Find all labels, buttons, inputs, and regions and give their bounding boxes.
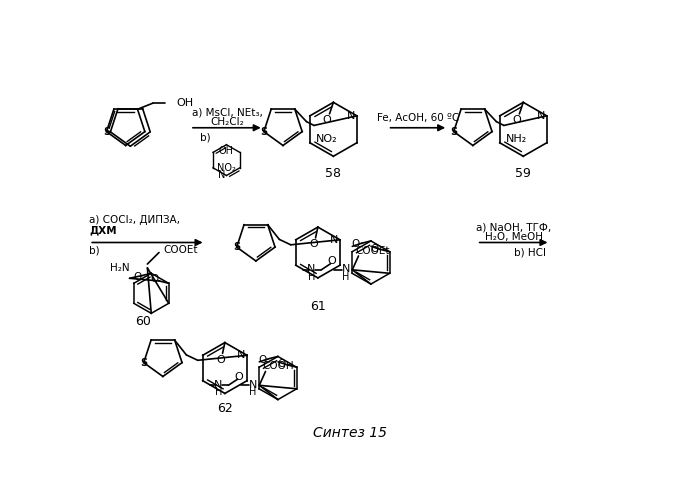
- Text: O: O: [258, 354, 266, 364]
- Text: N: N: [307, 264, 316, 274]
- Text: b): b): [89, 246, 100, 256]
- Text: S: S: [103, 126, 110, 136]
- Text: 59: 59: [515, 168, 531, 180]
- Text: NO₂: NO₂: [217, 163, 236, 173]
- Text: ДХМ: ДХМ: [89, 225, 117, 235]
- Text: O: O: [309, 239, 318, 249]
- Text: H: H: [249, 388, 257, 398]
- Text: N: N: [237, 350, 245, 360]
- Text: COOEt: COOEt: [355, 246, 390, 256]
- Text: b) HCl: b) HCl: [514, 248, 546, 258]
- Text: N: N: [537, 111, 545, 121]
- Text: O: O: [513, 115, 521, 125]
- Text: NH₂: NH₂: [506, 134, 527, 144]
- Text: H: H: [214, 388, 222, 398]
- Text: H: H: [307, 272, 315, 282]
- Text: N: N: [347, 111, 355, 121]
- Text: O: O: [370, 244, 378, 254]
- Text: O: O: [217, 354, 225, 364]
- Text: S: S: [140, 358, 148, 368]
- Text: COOH: COOH: [262, 361, 294, 371]
- Text: S: S: [260, 126, 268, 136]
- Text: N: N: [249, 380, 257, 390]
- Text: O: O: [351, 239, 359, 249]
- Text: a) NaOH, ТГФ,: a) NaOH, ТГФ,: [476, 223, 552, 233]
- Text: NO₂: NO₂: [316, 134, 337, 144]
- Text: O: O: [133, 272, 141, 282]
- Text: CH₂Cl₂: CH₂Cl₂: [210, 116, 244, 126]
- Text: N: N: [214, 380, 223, 390]
- Text: S: S: [233, 242, 240, 252]
- Text: S: S: [450, 126, 458, 136]
- Text: a) MsCl, NEt₃,: a) MsCl, NEt₃,: [192, 108, 263, 118]
- Text: N: N: [217, 170, 225, 180]
- Text: a) COCl₂, ДИПЗА,: a) COCl₂, ДИПЗА,: [89, 215, 180, 225]
- Text: 60: 60: [135, 316, 152, 328]
- Text: O: O: [151, 274, 159, 284]
- Text: Fe, AcOH, 60 ºC: Fe, AcOH, 60 ºC: [377, 113, 459, 122]
- Text: O: O: [328, 256, 337, 266]
- Text: b): b): [200, 132, 210, 142]
- Text: 61: 61: [310, 300, 326, 313]
- Text: COOEt: COOEt: [163, 245, 197, 255]
- Text: OH: OH: [176, 98, 193, 108]
- Text: O: O: [235, 372, 244, 382]
- Text: O: O: [323, 115, 331, 125]
- Text: H₂O, MeOH: H₂O, MeOH: [485, 232, 543, 242]
- Text: N: N: [342, 264, 350, 274]
- Text: N: N: [330, 235, 339, 245]
- Text: 58: 58: [325, 168, 342, 180]
- Text: H: H: [342, 272, 350, 282]
- Text: O: O: [277, 359, 285, 369]
- Text: H₂N: H₂N: [110, 263, 130, 273]
- Text: 62: 62: [217, 402, 233, 414]
- Text: OH: OH: [219, 146, 234, 156]
- Text: Синтез 15: Синтез 15: [313, 426, 387, 440]
